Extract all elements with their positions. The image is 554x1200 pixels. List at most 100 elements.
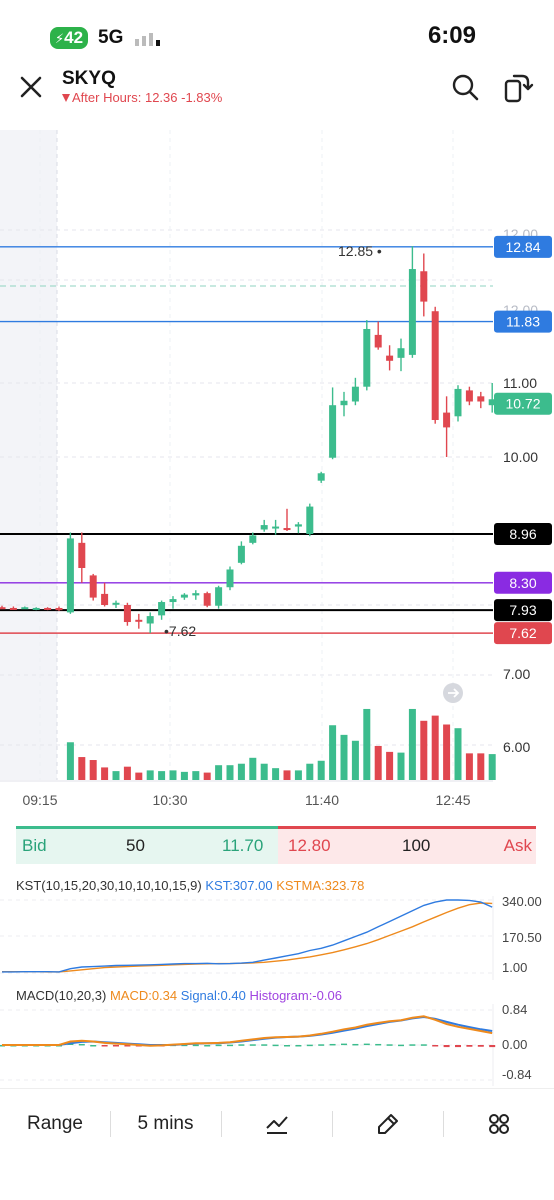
- kst-title: KST(10,15,20,30,10,10,10,15,9): [16, 878, 202, 893]
- volume-bar: [123, 766, 131, 780]
- search-icon[interactable]: [450, 72, 480, 102]
- histogram-bar: [420, 1044, 427, 1046]
- candle-body: [32, 607, 40, 610]
- y-axis-tick: 7.00: [503, 666, 530, 682]
- price-label: 7.93: [509, 602, 536, 618]
- kstma-value: KSTMA:323.78: [276, 878, 365, 893]
- histogram-bar: [181, 1044, 188, 1047]
- price-chart[interactable]: 12.00 12.00 11.00 10.00 7.00 6.00 12.84 11.83 10…: [0, 130, 554, 810]
- close-icon[interactable]: [16, 72, 46, 102]
- candle-body: [21, 607, 29, 610]
- price-label-box: [494, 622, 552, 645]
- volume-bar: [226, 765, 234, 780]
- candle-body: [249, 535, 257, 543]
- macd-axis-tick: 0.00: [502, 1037, 527, 1052]
- candle-body: [169, 599, 177, 603]
- macd-line: [2, 1015, 493, 1047]
- volume-bar: [340, 734, 348, 780]
- x-axis-tick: 12:45: [435, 792, 470, 808]
- histogram-bar: [329, 1043, 336, 1046]
- volume-bar: [465, 753, 473, 780]
- price-label: 11.83: [506, 314, 540, 330]
- histogram-bar: [261, 1044, 268, 1046]
- macd-title: MACD(10,20,3): [16, 988, 107, 1003]
- low-marker: •7.62: [164, 623, 196, 639]
- bid-price: 11.70: [222, 836, 264, 855]
- histogram-bar: [318, 1044, 325, 1046]
- status-bar: ⚡42 5G 6:09: [0, 0, 554, 66]
- candle-body: [340, 400, 348, 406]
- histogram-bar: [215, 1044, 222, 1047]
- kst-legend: KST(10,15,20,30,10,10,10,15,9) KST:307.0…: [16, 878, 364, 893]
- volume-bar: [397, 752, 405, 780]
- macd-value: MACD:0.34: [109, 988, 178, 1003]
- volume-bar: [294, 770, 302, 780]
- candle-body: [0, 607, 6, 610]
- rotate-screen-icon[interactable]: [500, 70, 534, 104]
- candle-body: [237, 545, 245, 563]
- x-axis-tick: 10:30: [152, 792, 187, 808]
- volume-bar: [488, 754, 496, 780]
- volume-bar: [249, 757, 257, 780]
- price-label-box: [494, 235, 552, 258]
- bid-label: Bid: [22, 836, 47, 855]
- candle-body: [363, 328, 371, 387]
- volume-bar: [78, 757, 86, 780]
- volume-bar: [135, 772, 143, 780]
- kst-chart[interactable]: 340.00 170.50 1.00: [0, 896, 554, 980]
- arrow-right-icon: [448, 688, 460, 698]
- histogram-bar: [363, 1043, 370, 1046]
- premarket-shade: [0, 130, 57, 780]
- candle-body: [454, 388, 462, 417]
- histogram-bar: [238, 1044, 245, 1046]
- histogram-bar: [295, 1045, 302, 1047]
- draw-button[interactable]: [332, 1089, 443, 1159]
- volume-bar: [454, 728, 462, 780]
- volume-bar: [408, 708, 416, 780]
- volume-bar: [180, 771, 188, 780]
- histogram-bar: [352, 1043, 359, 1046]
- volume-bar: [215, 765, 223, 780]
- interval-button[interactable]: 5 mins: [137, 1113, 194, 1134]
- histogram-bar: [78, 1043, 85, 1046]
- high-marker: 12.85 •: [338, 243, 382, 259]
- histogram-bar: [489, 1045, 496, 1048]
- histogram-bar: [192, 1044, 199, 1047]
- histogram-bar: [204, 1045, 211, 1047]
- macd-chart[interactable]: 0.84 0.00 -0.84: [0, 1004, 554, 1086]
- histogram-bar: [386, 1044, 393, 1046]
- signal-strength-icon: [135, 33, 160, 46]
- histogram-bar: [272, 1044, 279, 1047]
- more-button[interactable]: [443, 1089, 554, 1159]
- price-label-box: [494, 571, 552, 594]
- range-button[interactable]: Range: [27, 1113, 83, 1134]
- toolbar-divider: [110, 1111, 111, 1137]
- volume-bar: [477, 753, 485, 780]
- after-hours-quote: After Hours: 12.36 -1.83%: [62, 90, 222, 105]
- network-type: 5G: [98, 27, 124, 48]
- candle-body: [294, 524, 302, 527]
- volume-bar: [158, 771, 166, 780]
- macd-legend: MACD(10,20,3) MACD:0.34 Signal:0.40 Hist…: [16, 988, 342, 1003]
- histogram-value: Histogram:-0.06: [249, 988, 342, 1003]
- candle-body: [135, 619, 143, 622]
- volume-bar: [351, 740, 359, 780]
- kst-axis-tick: 170.50: [502, 930, 542, 945]
- candle-body: [89, 575, 97, 598]
- toolbar-divider: [221, 1111, 222, 1137]
- ask-area: [428, 826, 536, 864]
- price-label-box: [494, 310, 552, 333]
- ask-label: Ask: [503, 836, 532, 855]
- kst-value: KST:307.00: [205, 878, 273, 893]
- volume-bar: [101, 767, 109, 780]
- indicator-button[interactable]: [221, 1089, 332, 1159]
- candlestick-chart[interactable]: 12.0012.0011.0010.007.006.0012.8411.8310…: [0, 130, 554, 810]
- volume-bar: [66, 742, 74, 780]
- candle-body: [443, 412, 451, 428]
- y-axis-tick: 11.00: [503, 375, 537, 391]
- candle-body: [55, 607, 63, 611]
- volume-bar: [317, 760, 325, 780]
- y-axis-tick: 10.00: [503, 449, 538, 465]
- volume-bar: [386, 751, 394, 780]
- kstma-line: [2, 902, 493, 973]
